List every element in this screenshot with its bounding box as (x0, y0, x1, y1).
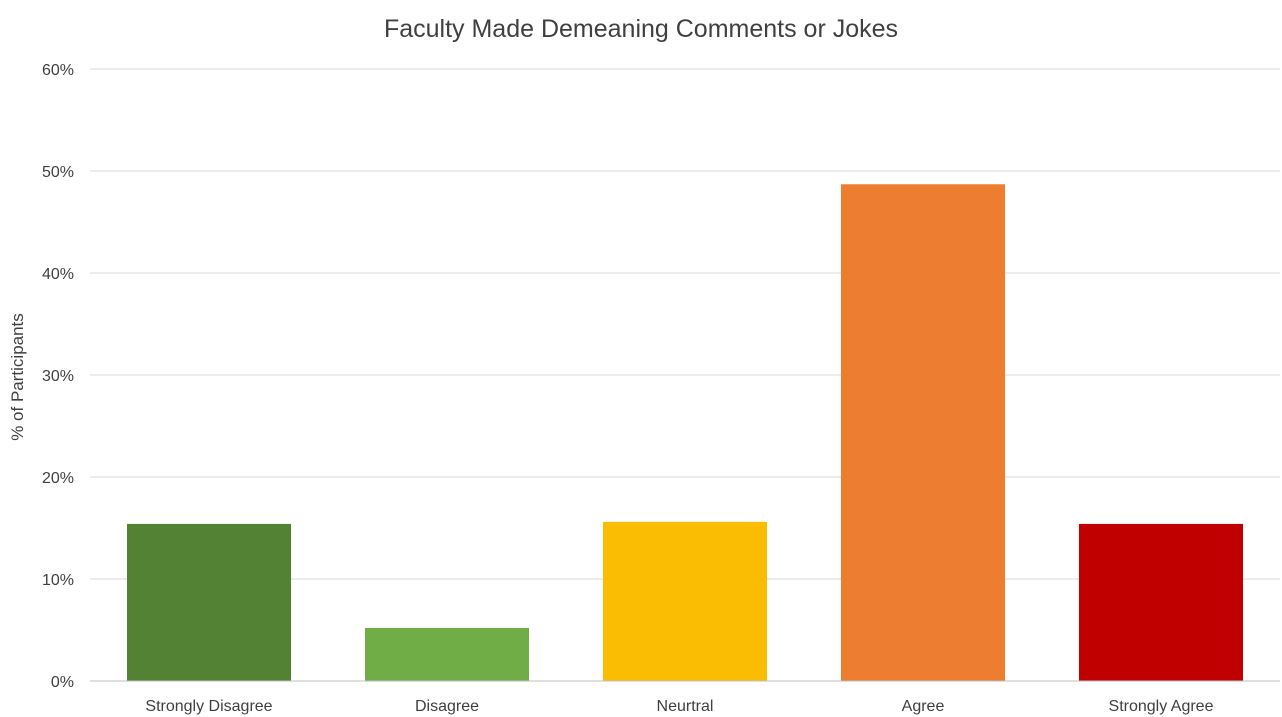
gridlines (90, 68, 1280, 580)
bars (127, 184, 1243, 681)
x-tick-label: Strongly Agree (1109, 698, 1214, 715)
bar-strongly-disagree (127, 523, 291, 681)
chart-title: Faculty Made Demeaning Comments or Jokes (384, 15, 898, 43)
bar-disagree (365, 627, 529, 681)
y-tick-label: 10% (42, 572, 74, 589)
x-tick-label: Strongly Disagree (145, 698, 272, 715)
y-tick-label: 50% (42, 164, 74, 181)
y-tick-label: 0% (51, 674, 74, 691)
bar-agree (841, 184, 1005, 681)
x-tick-label: Agree (902, 698, 945, 715)
bar-neurtral (603, 521, 767, 681)
x-tick-label: Neurtral (657, 698, 714, 715)
bar-strongly-agree (1079, 523, 1243, 681)
x-axis-labels: Strongly Disagree Disagree Neurtral Agree St… (145, 698, 1213, 715)
x-tick-label: Disagree (415, 698, 479, 715)
y-tick-label: 30% (42, 368, 74, 385)
y-axis-title: % of Participants (8, 313, 27, 441)
y-tick-label: 60% (42, 62, 74, 79)
y-tick-label: 20% (42, 470, 74, 487)
y-tick-label: 40% (42, 266, 74, 283)
y-axis-ticks: 0% 10% 20% 30% 40% 50% 60% (42, 62, 74, 691)
